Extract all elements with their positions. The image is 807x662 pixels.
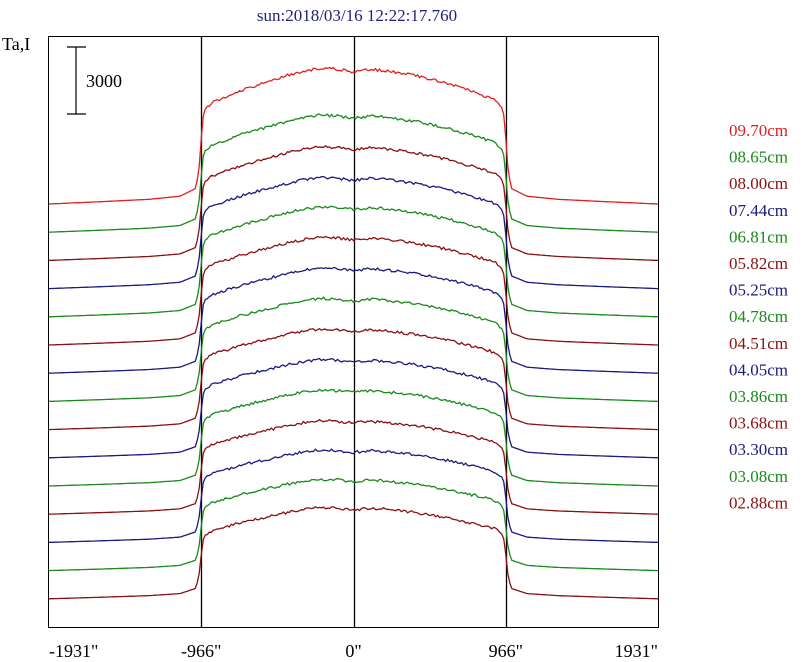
series-line-02.88cm bbox=[48, 506, 659, 600]
legend-entry: 03.86cm bbox=[729, 387, 788, 406]
series-line-03.08cm bbox=[48, 478, 659, 572]
legend-entry: 08.00cm bbox=[729, 174, 788, 193]
legend: 09.70cm 08.65cm 08.00cm 07.44cm 06.81cm 05.82… bbox=[729, 121, 788, 512]
series-line-05.25cm bbox=[48, 266, 659, 374]
series-line-03.30cm bbox=[48, 448, 659, 544]
scale-bar-label: 3000 bbox=[86, 71, 122, 91]
x-tick-label: 1931" bbox=[615, 641, 658, 661]
plot-frame bbox=[48, 36, 659, 628]
legend-entry: 06.81cm bbox=[729, 227, 788, 246]
series-line-04.78cm bbox=[48, 296, 659, 403]
legend-entry: 02.88cm bbox=[729, 493, 788, 512]
legend-entry: 03.68cm bbox=[729, 414, 788, 433]
series-line-07.44cm bbox=[48, 175, 659, 290]
series-line-03.68cm bbox=[48, 418, 659, 515]
y-axis-label: Ta,I bbox=[2, 34, 30, 54]
legend-entry: 04.51cm bbox=[729, 334, 788, 353]
x-tick-label: -1931" bbox=[49, 641, 98, 661]
legend-entry: 05.25cm bbox=[729, 281, 788, 300]
legend-entry: 03.08cm bbox=[729, 467, 788, 486]
x-tick-label: 0" bbox=[345, 641, 361, 661]
series-line-06.81cm bbox=[48, 205, 659, 318]
series-line-04.05cm bbox=[48, 357, 659, 459]
chart-title: sun:2018/03/16 12:22:17.760 bbox=[257, 6, 457, 25]
series-line-08.65cm bbox=[48, 113, 659, 233]
series-line-08.00cm bbox=[48, 144, 659, 262]
legend-entry: 05.82cm bbox=[729, 254, 788, 273]
x-tick-labels: -1931" -966" 0" 966" 1931" bbox=[49, 641, 658, 661]
series-line-05.82cm bbox=[48, 235, 659, 346]
scale-bar: 3000 bbox=[67, 46, 122, 115]
x-tick-label: 966" bbox=[489, 641, 523, 661]
series-line-03.86cm bbox=[48, 388, 659, 487]
series-line-04.51cm bbox=[48, 328, 659, 431]
series-line-09.70cm bbox=[48, 66, 659, 205]
legend-entry: 08.65cm bbox=[729, 148, 788, 167]
legend-entry: 04.05cm bbox=[729, 360, 788, 379]
legend-entry: 07.44cm bbox=[729, 201, 788, 220]
legend-entry: 09.70cm bbox=[729, 121, 788, 140]
legend-entry: 03.30cm bbox=[729, 440, 788, 459]
x-tick-label: -966" bbox=[181, 641, 221, 661]
legend-entry: 04.78cm bbox=[729, 307, 788, 326]
series-lines bbox=[48, 66, 659, 600]
limb-reference-lines bbox=[200, 37, 508, 627]
